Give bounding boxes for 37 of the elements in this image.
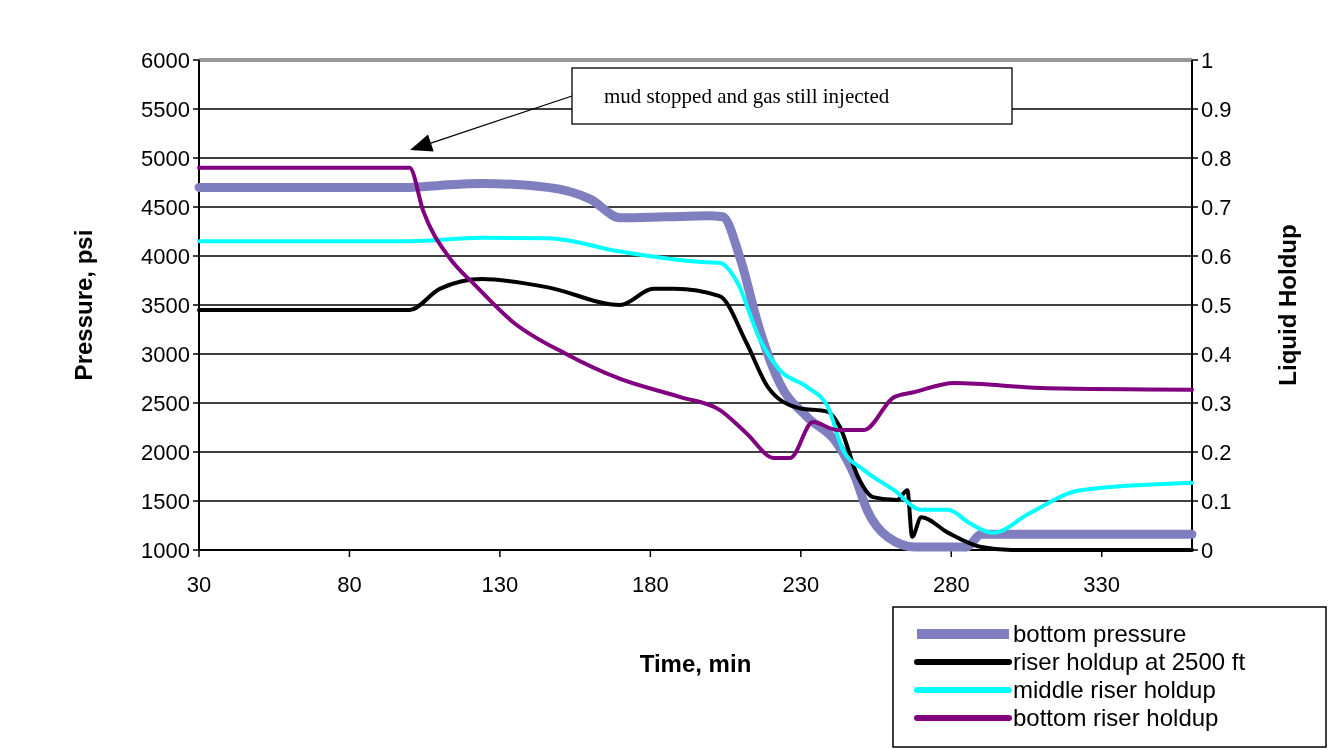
y2-tick-label: 0.3 (1201, 390, 1232, 416)
y2-tick-label: 0.1 (1201, 488, 1232, 514)
y2-tick-label: 0.5 (1201, 292, 1232, 318)
y-tick-label: 2000 (141, 439, 190, 465)
y2-tick-label: 0.6 (1201, 243, 1232, 269)
y-tick-label: 1500 (141, 488, 190, 514)
x-tick-label: 130 (481, 572, 519, 597)
y-tick-label: 5000 (141, 145, 190, 171)
legend-label: bottom pressure (1013, 620, 1187, 648)
y2-tick-label: 0.4 (1201, 341, 1232, 367)
y2-tick-label: 0.7 (1201, 194, 1232, 220)
y-tick-label: 1000 (141, 537, 190, 563)
x-tick-label: 230 (782, 572, 820, 597)
y2-tick-label: 0.9 (1201, 96, 1232, 122)
y-tick-label: 2500 (141, 390, 190, 416)
y2-tick-label: 1 (1201, 47, 1214, 73)
legend-label: bottom riser holdup (1013, 704, 1219, 732)
y-tick-label: 6000 (141, 47, 190, 73)
legend-label: middle riser holdup (1013, 676, 1216, 704)
y2-tick-label: 0.8 (1201, 145, 1232, 171)
x-tick-label: 80 (337, 572, 362, 597)
y2-axis-title: Liquid Holdup (1274, 224, 1301, 386)
x-tick-label: 330 (1083, 572, 1121, 597)
x-tick-label: 280 (932, 572, 970, 597)
x-tick-label: 30 (186, 572, 212, 597)
x-tick-label: 180 (632, 572, 669, 597)
y2-tick-label: 0 (1201, 537, 1214, 563)
y-tick-label: 4000 (141, 243, 190, 269)
y-axis-title: Pressure, psi (70, 229, 97, 381)
annotation: mud stopped and gas still injected (604, 84, 890, 108)
y2-tick-label: 0.2 (1201, 439, 1232, 465)
legend-label: riser holdup at 2500 ft (1013, 648, 1246, 676)
y-tick-label: 3500 (141, 292, 190, 318)
x-axis-title: Time, min (639, 650, 752, 677)
y-tick-label: 4500 (141, 194, 190, 220)
y-tick-label: 5500 (141, 96, 190, 122)
y-tick-label: 3000 (141, 341, 190, 367)
